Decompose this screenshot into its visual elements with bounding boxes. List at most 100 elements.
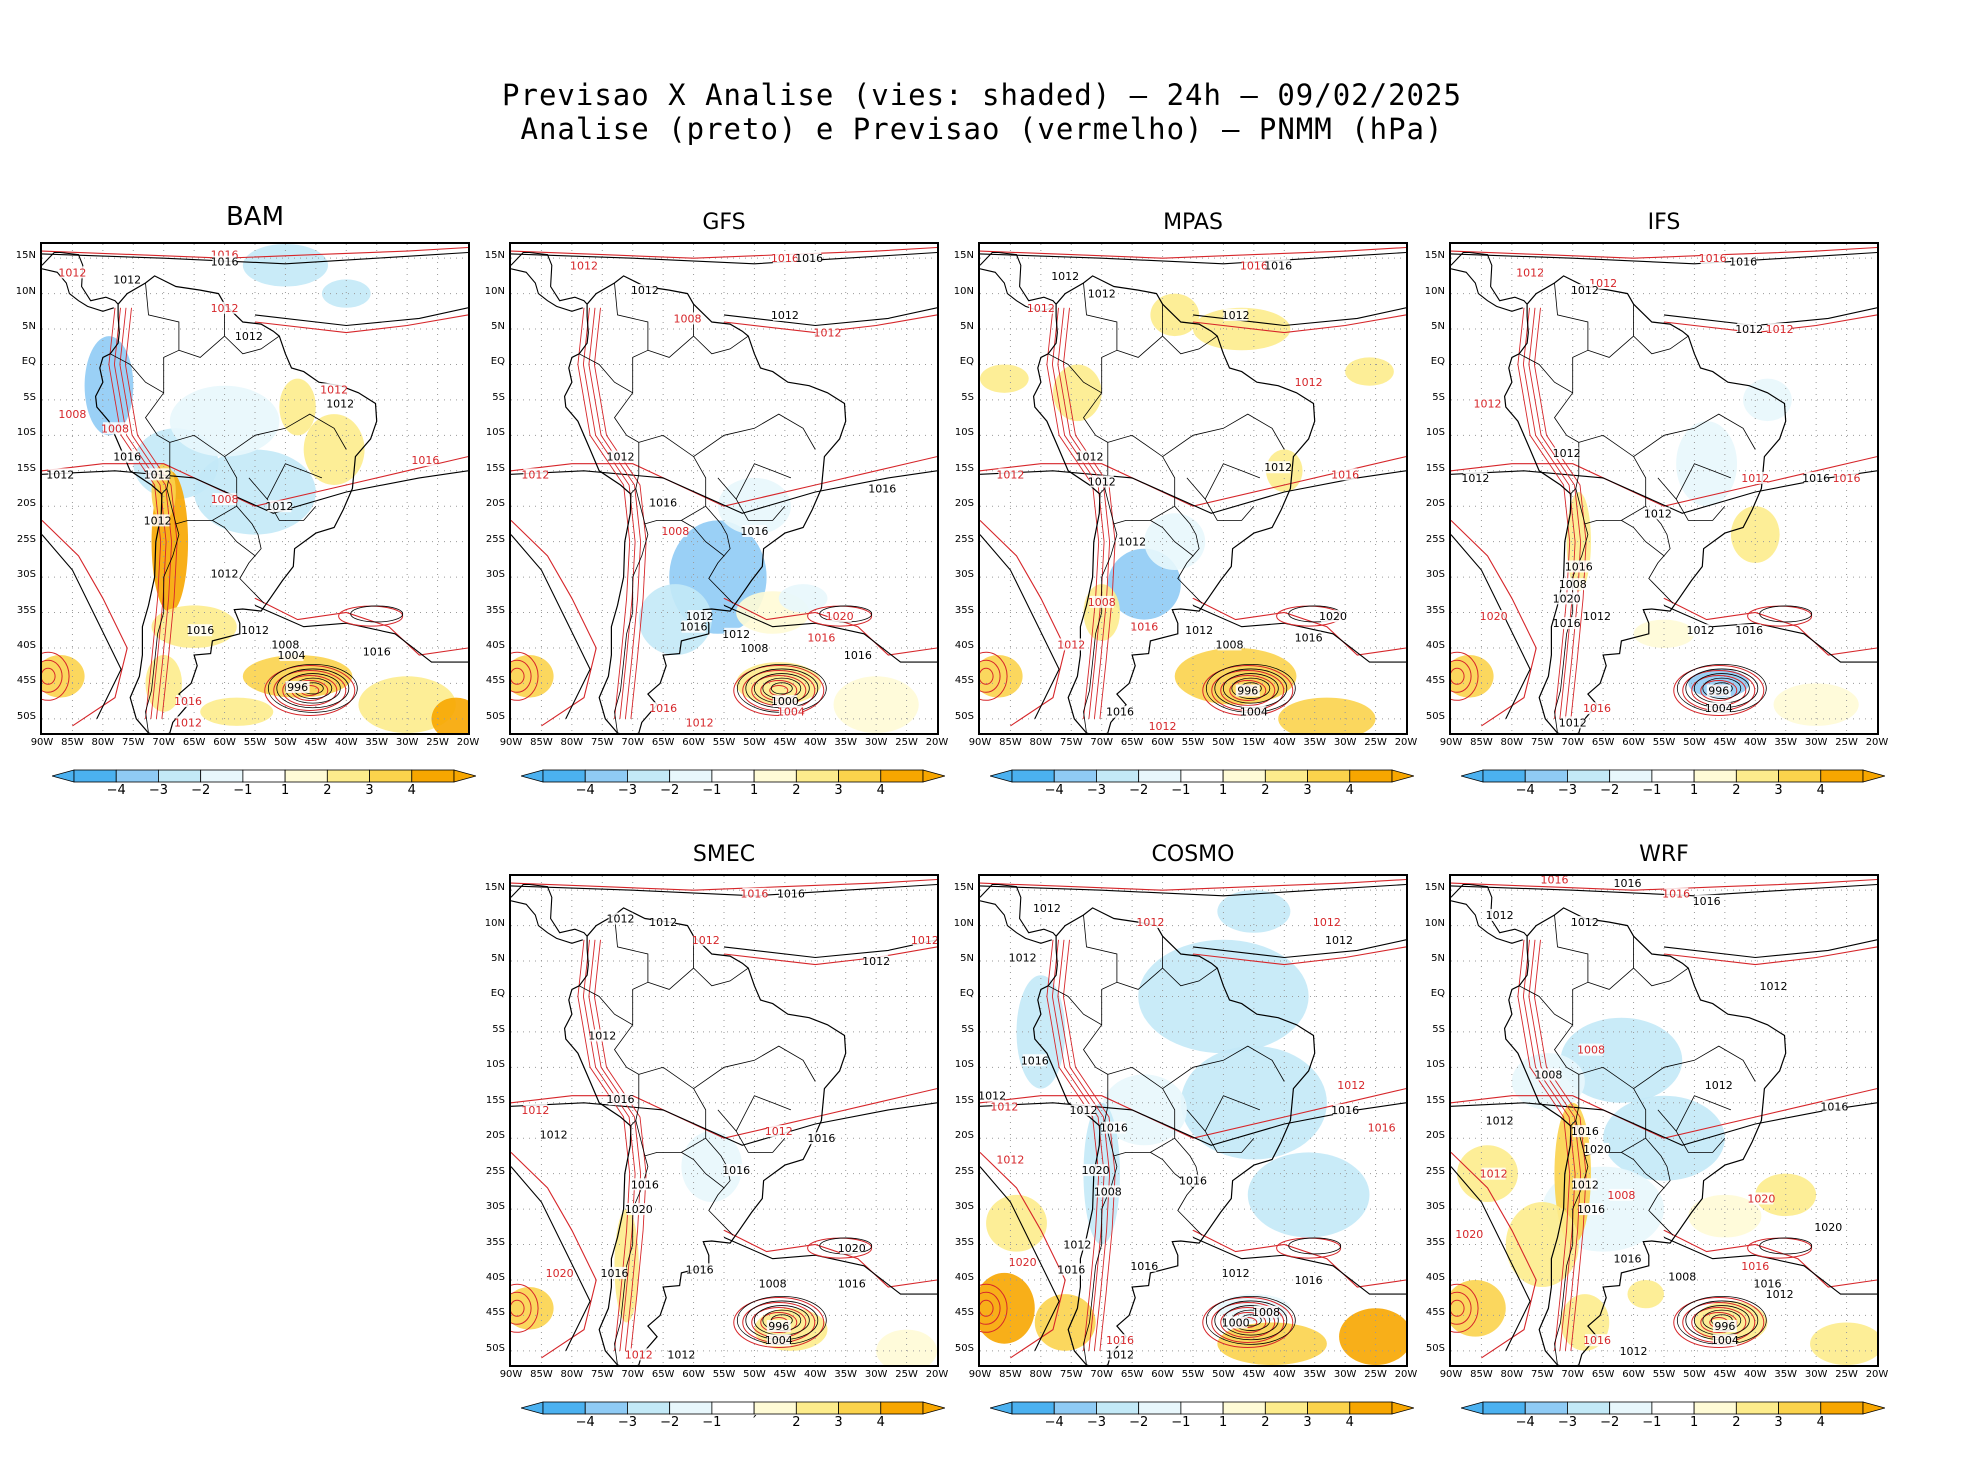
bias-shading bbox=[778, 584, 828, 613]
lon-tick-label: 75W bbox=[1530, 737, 1554, 748]
lat-tick-label: 5S bbox=[961, 1023, 974, 1035]
contour-label-bg bbox=[1132, 1259, 1157, 1272]
lon-tick-label: 40W bbox=[1272, 1369, 1296, 1380]
forecast-isobar bbox=[577, 307, 631, 719]
contour-label-bg bbox=[1700, 252, 1725, 265]
lat-tick-label: 25S bbox=[485, 533, 505, 545]
colorbar-arrow-left bbox=[1459, 1401, 1484, 1415]
contour-label-analysis: 1012 bbox=[1063, 1239, 1091, 1252]
contour-label-bg bbox=[1743, 1259, 1768, 1272]
country-border bbox=[1519, 282, 1589, 394]
colorbar-label: 1 bbox=[1218, 783, 1228, 798]
contour-label-analysis: 1008 bbox=[1216, 638, 1244, 651]
analysis-isobar bbox=[511, 251, 937, 265]
bias-shading bbox=[145, 655, 182, 712]
bias-shading bbox=[1511, 1053, 1585, 1110]
lat-tick-label: 10S bbox=[1425, 1059, 1445, 1071]
contour-label-bg bbox=[1296, 631, 1321, 644]
forecast-isobar bbox=[582, 307, 636, 719]
analysis-isobar bbox=[1663, 939, 1877, 959]
forecast-isobar bbox=[980, 1299, 994, 1317]
contour-label-analysis: 1012 bbox=[1553, 447, 1581, 460]
colorbar-segment bbox=[627, 1401, 671, 1415]
bias-shading bbox=[736, 662, 822, 705]
colorbar-segment bbox=[1264, 769, 1308, 783]
colorbar-label: 2 bbox=[323, 783, 332, 798]
contour-label-forecast: 1012 bbox=[911, 934, 937, 947]
lat-tick-label: 30S bbox=[954, 569, 974, 581]
contour-label-bg bbox=[523, 468, 548, 481]
contour-label-bg bbox=[1089, 595, 1114, 608]
forecast-isobar bbox=[1062, 307, 1116, 719]
bias-shading bbox=[169, 385, 280, 457]
forecast-isobar bbox=[733, 664, 825, 716]
colorbar-segment bbox=[880, 769, 924, 783]
analysis-isobar bbox=[1222, 673, 1279, 704]
contour-label-bg bbox=[1706, 702, 1731, 715]
contour-label-bg bbox=[1645, 507, 1670, 520]
contour-label-analysis: 1012 bbox=[1222, 309, 1250, 322]
lon-tick-label: 75W bbox=[1059, 737, 1083, 748]
contour-label-forecast: 1012 bbox=[1136, 916, 1164, 929]
lat-tick-label: 45S bbox=[1425, 1307, 1445, 1319]
contour-label-forecast: 1020 bbox=[546, 1267, 574, 1280]
colorbar-segment bbox=[1609, 1401, 1653, 1415]
coastline bbox=[1451, 251, 1528, 305]
map-frame: 1016 1016 1012 1012 1012 1012 1008 1012 1012 1016… bbox=[509, 242, 939, 735]
colorbar-label: −2 bbox=[1129, 783, 1149, 798]
contour-label-forecast: 1008 bbox=[673, 312, 701, 325]
country-border bbox=[579, 282, 649, 394]
contour-label-forecast: 1020 bbox=[1455, 1228, 1483, 1241]
lat-tick-label: 35S bbox=[954, 1236, 974, 1248]
analysis-isobar bbox=[42, 534, 122, 720]
lon-tick-label: 40W bbox=[803, 1369, 827, 1380]
contour-label-forecast: 1012 bbox=[1149, 720, 1177, 733]
colorbar-segment bbox=[1138, 769, 1182, 783]
contour-label-bg bbox=[815, 326, 840, 339]
lon-tick-label: 70W bbox=[1561, 1369, 1585, 1380]
forecast-isobar bbox=[1220, 674, 1276, 706]
colorbar bbox=[988, 1401, 1416, 1415]
contour-label-forecast: 1012 bbox=[521, 468, 549, 481]
lon-tick-label: 25W bbox=[1835, 1369, 1858, 1380]
lat-tick-label: 20S bbox=[485, 1130, 505, 1142]
contour-label-analysis: 1020 bbox=[838, 1242, 866, 1255]
analysis-isobar bbox=[723, 939, 937, 959]
contour-label-bg bbox=[1223, 1316, 1248, 1329]
colorbar-wrap bbox=[1459, 1401, 1887, 1421]
colorbar-segment bbox=[542, 1401, 586, 1415]
colorbar-segment bbox=[753, 769, 797, 783]
lat-tick-label: 10S bbox=[485, 1059, 505, 1071]
panel-mpas: MPAS 1016 1016 1012 1012 1012 1012 1012 1012 1012… bbox=[954, 206, 1418, 845]
contour-label-bg bbox=[1107, 1348, 1132, 1361]
bias-shading bbox=[84, 336, 134, 436]
contour-label-bg bbox=[632, 1178, 657, 1191]
lat-tick-label: 20S bbox=[485, 498, 505, 510]
country-border bbox=[1633, 967, 1689, 987]
analysis-isobar bbox=[1451, 534, 1531, 720]
contour-label-analysis: 1012 bbox=[1620, 1345, 1648, 1358]
contour-label-bg bbox=[273, 638, 298, 651]
contour-label-bg bbox=[1339, 1079, 1364, 1092]
contour-label-bg bbox=[1694, 894, 1719, 907]
lat-tick-label: 15S bbox=[485, 1094, 505, 1106]
forecast-isobar bbox=[1528, 307, 1582, 719]
lat-tick-label: EQ bbox=[1430, 988, 1445, 1000]
lat-tick-label: 50S bbox=[954, 1342, 974, 1354]
lat-tick-label: 5N bbox=[960, 953, 974, 965]
contour-label-analysis: 1016 bbox=[844, 649, 872, 662]
contour-label-bg bbox=[1816, 1220, 1841, 1233]
colorbar-segment bbox=[1735, 1401, 1779, 1415]
contour-label-bg bbox=[1615, 877, 1640, 890]
contour-label-bg bbox=[48, 468, 73, 481]
analysis-isobar bbox=[1214, 1300, 1288, 1341]
contour-label-analysis: 1016 bbox=[113, 451, 141, 464]
colorbar-label: −1 bbox=[702, 1415, 722, 1430]
lon-tick-label: 75W bbox=[590, 737, 614, 748]
colorbar-label: −4 bbox=[1515, 1415, 1535, 1430]
contour-label-analysis: 1012 bbox=[1051, 270, 1079, 283]
lon-tick-label: 35W bbox=[365, 737, 389, 748]
analysis-isobar bbox=[980, 883, 1406, 897]
contour-label-forecast: 1012 bbox=[1480, 1168, 1508, 1181]
lat-tick-label: 10S bbox=[16, 427, 36, 439]
